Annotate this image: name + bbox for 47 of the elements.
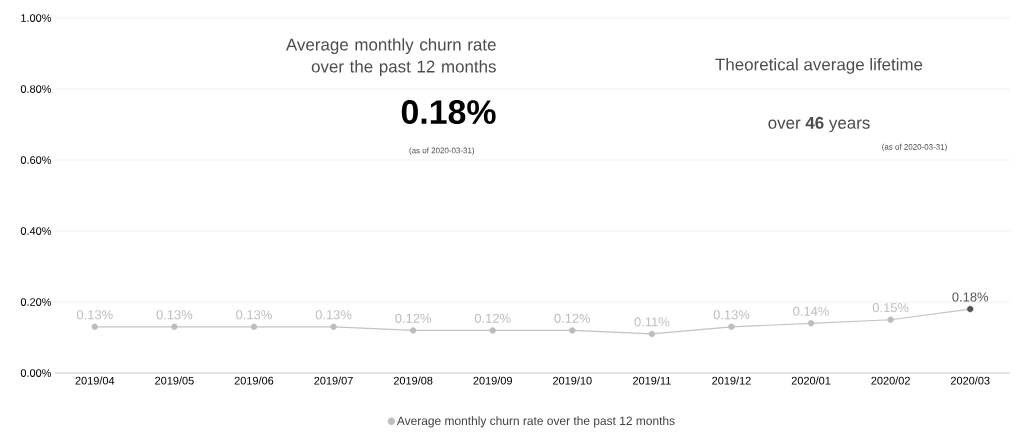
data-label: 0.15% xyxy=(872,303,909,313)
data-label: 0.14% xyxy=(793,306,829,316)
point xyxy=(569,327,576,334)
x-tick-label: 2019/11 xyxy=(633,376,671,385)
point xyxy=(330,323,337,331)
data-label: 0.12% xyxy=(395,313,432,323)
point xyxy=(409,327,417,334)
x-tick-label: 2020/03 xyxy=(950,376,990,385)
x-tick-label: 2019/09 xyxy=(473,376,512,385)
x-tick-label: 2020/02 xyxy=(871,376,910,385)
x-tick-label: 2019/04 xyxy=(75,376,115,385)
x-tick-label: 2019/07 xyxy=(314,376,353,385)
point xyxy=(648,330,656,338)
point xyxy=(489,327,496,334)
y-tick-label: 0.00% xyxy=(20,369,52,377)
point xyxy=(807,320,815,327)
point xyxy=(91,323,98,331)
data-label: 0.11% xyxy=(634,317,670,327)
point xyxy=(887,316,894,323)
point xyxy=(728,323,735,331)
y-tick-label: 0.20% xyxy=(20,298,52,306)
annotation: over 46 years xyxy=(768,116,870,133)
y-tick-label: 0.80% xyxy=(20,85,52,93)
y-tick-label: 1.00% xyxy=(21,14,52,22)
data-label: 0.13% xyxy=(315,310,352,320)
data-label: 0.12% xyxy=(554,313,591,323)
point xyxy=(250,323,258,331)
point xyxy=(171,323,178,331)
point xyxy=(967,305,974,313)
x-tick-label: 2019/05 xyxy=(155,376,194,385)
x-tick-label: 2019/12 xyxy=(712,376,751,385)
data-label: 0.13% xyxy=(156,310,193,320)
data-label: 0.13% xyxy=(713,310,750,320)
annotation: Average monthly churn rate over the past 12 months xyxy=(285,38,496,76)
data-label: 0.13% xyxy=(76,310,113,320)
x-tick-label: 2019/08 xyxy=(393,376,433,385)
annotation: Theoretical average lifetime xyxy=(715,58,923,74)
x-tick-label: 2020/01 xyxy=(791,376,831,385)
legend-label: Average monthly churn rate over the past 12 months xyxy=(396,416,675,428)
y-tick-label: 0.60% xyxy=(20,156,52,164)
data-label: 0.13% xyxy=(236,310,272,320)
data-label: 0.12% xyxy=(474,313,511,323)
x-tick-label: 2019/10 xyxy=(553,376,592,385)
annotation: 0.18% xyxy=(401,100,496,125)
x-tick-label: 2019/06 xyxy=(234,376,274,385)
y-tick-label: 0.40% xyxy=(20,227,52,235)
data-label: 0.18% xyxy=(952,292,989,302)
